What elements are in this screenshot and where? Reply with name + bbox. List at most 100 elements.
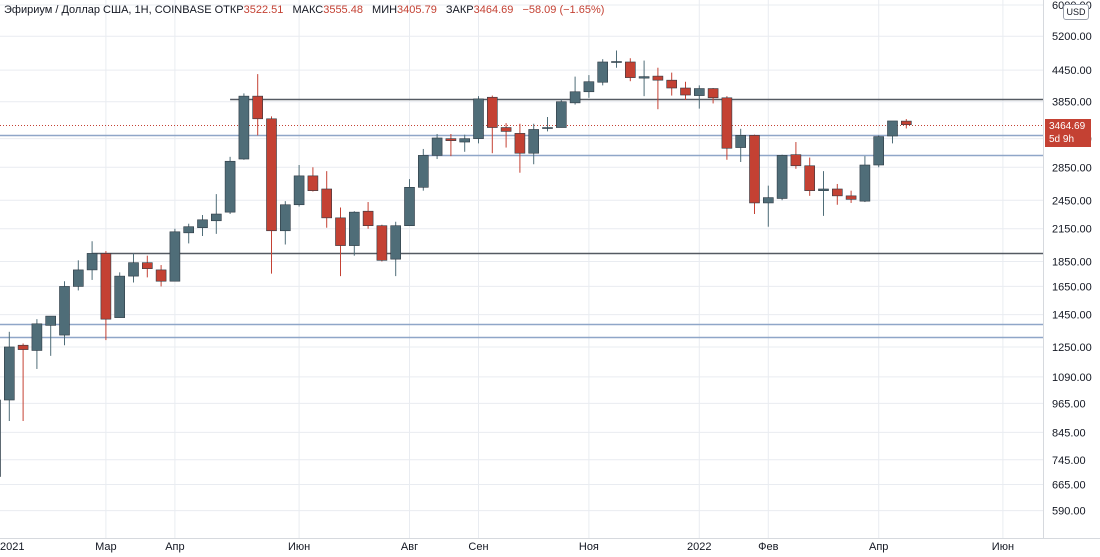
time-axis-label: Сен <box>468 541 488 553</box>
candle-body-up <box>404 187 415 227</box>
candle-body-down <box>721 97 733 149</box>
low-value: 3405.79 <box>397 4 437 16</box>
price-axis-label: 745.00 <box>1052 455 1086 467</box>
candle-body-down <box>335 217 346 246</box>
candle <box>680 81 691 101</box>
candle <box>362 202 374 229</box>
candle <box>735 128 747 162</box>
candle <box>900 119 912 129</box>
time-axis-label: Апр <box>869 541 888 553</box>
candle <box>266 116 277 274</box>
close-value: 3464.69 <box>473 4 514 16</box>
candle <box>652 67 664 110</box>
candle <box>31 319 43 369</box>
candle-body-down <box>252 95 263 120</box>
candle <box>238 93 250 160</box>
candle-body-up <box>735 135 747 148</box>
low-label: МИН <box>372 4 398 16</box>
candle-body-up <box>86 253 98 271</box>
candle <box>142 255 153 278</box>
candle-body-up <box>279 204 291 232</box>
candle <box>555 99 567 128</box>
candle <box>73 260 84 291</box>
candle-body-down <box>804 165 816 191</box>
candle <box>445 134 457 157</box>
change-value: −58.09 (−1.65%) <box>522 4 605 16</box>
currency-button[interactable]: USD <box>1063 4 1089 20</box>
candle <box>666 72 678 96</box>
candle <box>542 116 553 132</box>
candle <box>473 96 484 144</box>
candle <box>804 157 816 196</box>
candle-body-down <box>680 87 691 96</box>
bar-countdown: 5d 9h <box>1049 134 1075 145</box>
candle-body-down <box>266 118 277 232</box>
price-axis-label: 1650.00 <box>1052 281 1092 293</box>
candle-body-down <box>831 188 843 197</box>
candle <box>224 156 236 215</box>
time-axis-label: 2021 <box>0 541 24 553</box>
candle-body-up <box>238 95 250 160</box>
candle-body-down <box>321 188 333 219</box>
candle <box>128 253 139 283</box>
symbol-title[interactable]: Эфириум / Доллар США, 1Н, COINBASE <box>4 4 212 16</box>
candle <box>887 120 898 144</box>
candle-body-down <box>790 154 802 167</box>
candle-body-up <box>776 155 788 199</box>
price-axis-label: 1850.00 <box>1052 256 1092 268</box>
price-axis-label: 665.00 <box>1052 480 1086 492</box>
candle <box>390 221 402 277</box>
candle-body-up <box>4 346 15 401</box>
candle <box>404 179 415 227</box>
candle-body-up <box>128 262 139 277</box>
candle <box>514 123 526 173</box>
candle-body-up <box>224 160 236 213</box>
candle-body-up <box>611 61 622 63</box>
candle-body-up <box>597 61 609 83</box>
candle-body-up <box>0 399 1 477</box>
price-axis-label: 1090.00 <box>1052 372 1092 384</box>
candle <box>100 251 112 341</box>
candle-body-up <box>473 98 484 139</box>
candle <box>583 75 595 98</box>
candle <box>211 194 222 234</box>
candle-body-up <box>762 197 774 204</box>
candle-body-down <box>624 61 636 78</box>
price-axis-label: 3850.00 <box>1052 97 1092 109</box>
candle-body-up <box>114 275 125 318</box>
candle <box>155 265 167 287</box>
candle-body-down <box>652 75 664 81</box>
high-label: МАКС <box>292 4 324 16</box>
candle-body-up <box>583 81 595 93</box>
time-axis-label: Июн <box>992 541 1014 553</box>
last-price-value: 3464.69 <box>1049 121 1086 132</box>
candle-body-up <box>459 138 471 143</box>
candle-body-up <box>873 136 885 166</box>
candle-body-down <box>900 120 912 126</box>
candle <box>569 76 581 105</box>
candle-body-up <box>45 315 57 326</box>
candle <box>873 135 885 168</box>
candle <box>707 88 719 104</box>
time-axis-label: Авг <box>401 541 418 553</box>
candle <box>183 223 194 244</box>
price-axis-label: 4450.00 <box>1052 65 1092 77</box>
candle-body-up <box>169 231 181 282</box>
candle-body-up <box>859 164 871 202</box>
candle-body-down <box>514 133 526 154</box>
candle-body-down <box>142 262 153 269</box>
candle-body-up <box>348 211 360 246</box>
candle <box>169 228 181 282</box>
candle-body-up <box>555 101 567 128</box>
candle-body-down <box>749 135 760 204</box>
candle <box>59 281 70 346</box>
open-value: 3522.51 <box>243 4 284 16</box>
time-axis-label: Июн <box>288 541 310 553</box>
candle-body-down <box>445 138 457 141</box>
candle-body-down <box>100 253 112 320</box>
candle-body-up <box>211 213 222 222</box>
candle <box>831 183 843 205</box>
candle-body-down <box>845 195 857 200</box>
candle <box>86 241 98 280</box>
